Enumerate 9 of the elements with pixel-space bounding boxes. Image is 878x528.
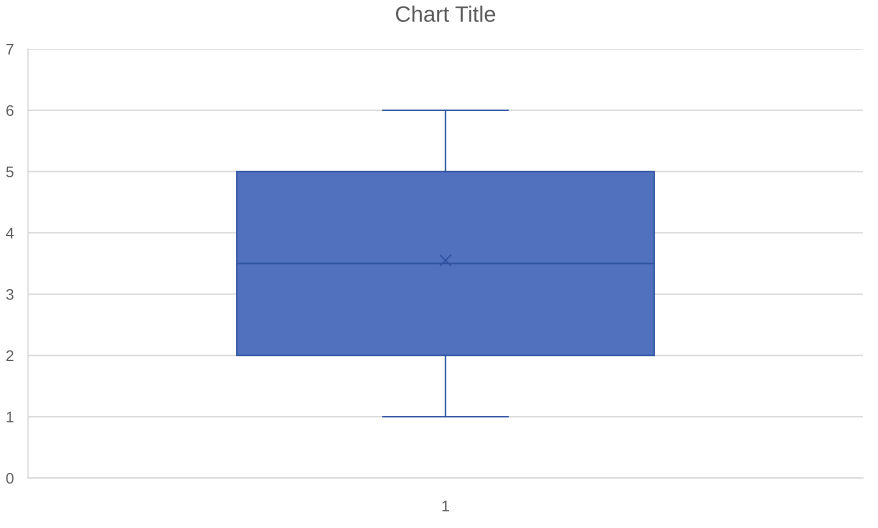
- y-tick-label: 2: [6, 350, 14, 361]
- chart-title: Chart Title: [396, 6, 496, 22]
- y-tick-label: 6: [6, 105, 14, 116]
- y-tick-label: 5: [6, 166, 14, 178]
- y-tick-label: 7: [6, 44, 14, 55]
- y-tick-label: 3: [6, 289, 14, 300]
- y-tick-label: 0: [6, 472, 14, 484]
- y-tick-label: 4: [6, 228, 14, 238]
- y-tick-label: 1: [6, 412, 14, 422]
